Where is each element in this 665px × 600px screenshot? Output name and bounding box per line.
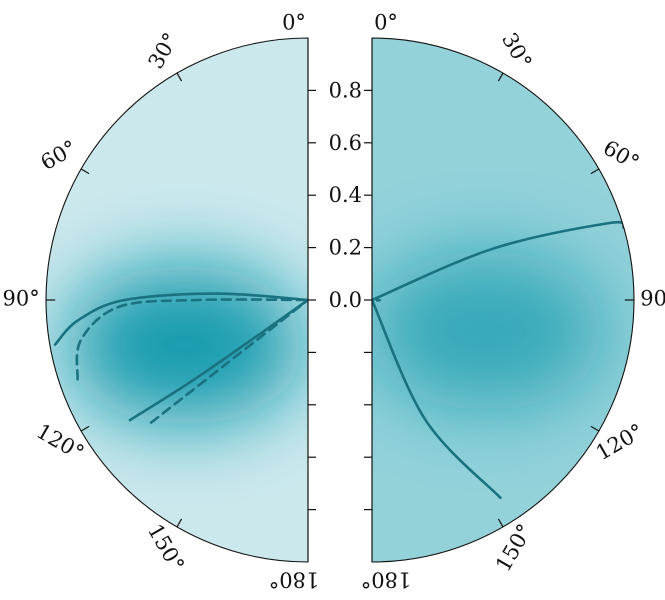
left-contour-dashed-3 <box>149 298 308 424</box>
left-contour-dashed-1 <box>75 298 308 381</box>
right-theta-tick-60 <box>590 168 600 175</box>
left-contour-solid-0 <box>53 292 308 346</box>
right-theta-label-30: 30° <box>497 29 536 73</box>
right-half-disk-panel: 0°30°60°90°120°150°180° <box>361 11 665 592</box>
left-theta-tick-60 <box>80 168 90 175</box>
right-heatmap-field <box>372 38 634 562</box>
right-theta-tick-120 <box>590 425 600 432</box>
right-theta-tick-30 <box>497 72 504 82</box>
left-theta-label-90: 90° <box>2 287 39 311</box>
right-theta-label-60: 60° <box>599 136 643 175</box>
radial-tick-label-1: 0.2 <box>329 236 362 260</box>
left-contour-solid-2 <box>128 298 308 422</box>
right-theta-label-90: 90° <box>640 287 665 311</box>
left-disk-outline <box>45 37 309 563</box>
left-theta-label-30: 30° <box>144 29 183 73</box>
right-theta-label-180: 180° <box>361 568 412 592</box>
right-disk-outline <box>371 37 635 563</box>
radial-tick-label-4: 0.8 <box>329 78 362 102</box>
left-theta-tick-150 <box>176 518 183 528</box>
right-contour-solid-1 <box>372 298 502 500</box>
radial-tick-label-0: 0.0 <box>329 288 362 312</box>
left-heatmap-field <box>46 38 308 562</box>
right-theta-tick-150 <box>497 518 504 528</box>
left-theta-label-180: 180° <box>269 568 320 592</box>
left-theta-tick-120 <box>80 425 90 432</box>
left-theta-label-0: 0° <box>282 11 306 35</box>
left-half-disk-panel: 0°30°60°90°120°150°180° <box>2 11 319 592</box>
radial-tick-label-3: 0.6 <box>329 131 362 155</box>
right-theta-label-0: 0° <box>374 11 398 35</box>
radial-axis: 0.0 0.2 0.4 0.6 0.8 <box>307 38 373 562</box>
right-heatmap-hotspot <box>372 250 606 411</box>
left-heatmap-hotspot <box>64 264 305 425</box>
radial-tick-label-2: 0.4 <box>329 183 362 207</box>
left-theta-label-60: 60° <box>37 136 81 175</box>
right-contour-dashed-2 <box>375 298 382 302</box>
left-theta-tick-30 <box>176 72 183 82</box>
